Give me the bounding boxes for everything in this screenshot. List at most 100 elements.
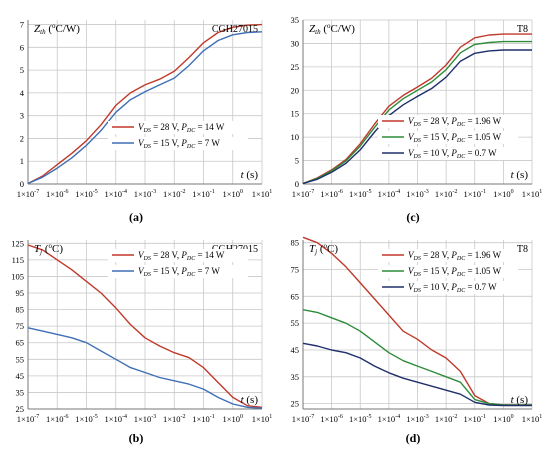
x-tick-label: 1×101	[522, 189, 543, 199]
chart-tag: CGH27015	[212, 24, 258, 35]
legend-entry: VDS = 15 V, PDC = 7 W	[138, 266, 220, 278]
x-tick-label: 1×10-5	[75, 414, 98, 424]
panel-caption: (a)	[129, 210, 143, 224]
x-tick-label: 1×100	[222, 414, 243, 424]
y-tick-label: 5	[20, 65, 24, 75]
series-line-2	[27, 327, 263, 409]
series-line-1	[302, 33, 532, 185]
chart-tag: T8	[517, 244, 528, 255]
x-tick-label: 1×10-2	[435, 189, 458, 199]
x-tick-label: 1×100	[493, 189, 514, 199]
y-tick-label: 2	[20, 133, 24, 143]
legend-bg	[378, 249, 518, 262]
y-tick-label: 35	[16, 387, 25, 397]
legend-entry: VDS = 28 V, PDC = 14 W	[138, 122, 225, 134]
series-line-3	[302, 49, 532, 185]
y-tick-label: 65	[291, 291, 300, 301]
series-line-2	[302, 309, 532, 406]
y-tick-label: 85	[16, 305, 25, 315]
y-tick-label: 25	[291, 399, 300, 409]
x-tick-label: 1×10-1	[463, 189, 486, 199]
x-tick-label: 1×10-6	[46, 414, 69, 424]
y-tick-label: 115	[12, 255, 24, 265]
legend-entry: VDS = 15 V, PDC = 7 W	[138, 138, 220, 150]
x-tick-label: 1×10-7	[292, 189, 315, 199]
y-tick-label: 65	[16, 338, 25, 348]
x-tick-label: 1×10-7	[292, 414, 315, 424]
x-tick-label: 1×10-7	[17, 414, 40, 424]
legend-bg	[378, 115, 518, 128]
y-tick-label: 20	[291, 85, 300, 95]
x-tick-label: 1×10-4	[104, 414, 127, 424]
legend-entry: VDS = 28 V, PDC = 14 W	[138, 250, 225, 262]
x-tick-label: 1×10-6	[46, 189, 69, 199]
x-tick-label: 1×101	[252, 189, 273, 199]
legend-bg	[108, 121, 248, 134]
legend-bg	[108, 137, 248, 150]
x-tick-label: 1×10-6	[320, 414, 343, 424]
chart-panel-1: 0 1 2 3 4 5 6 7 1×10-7 1×10-6 1×10-5 1×10-4 1×10-3 1×…	[17, 20, 273, 224]
x-tick-label: 1×10-5	[75, 189, 98, 199]
legend-bg	[378, 281, 518, 294]
y-tick-label: 6	[20, 42, 24, 52]
x-tick-label: 1×10-3	[134, 414, 157, 424]
legend-bg	[378, 131, 518, 144]
series-line-1	[27, 23, 263, 185]
legend-bg	[108, 265, 248, 278]
y-tick-label: 45	[16, 371, 25, 381]
legend: VDS = 28 V, PDC = 14 W VDS = 15 V, PDC = …	[108, 121, 248, 150]
x-tick-label: 1×10-1	[192, 414, 215, 424]
x-axis-label: t (s)	[511, 394, 529, 406]
y-tick-label: 75	[16, 321, 25, 331]
x-tick-label: 1×10-4	[378, 414, 401, 424]
legend-entry: VDS = 15 V, PDC = 1.05 W	[408, 266, 502, 278]
y-axis-label: Tj (oC)	[309, 242, 338, 256]
y-tick-label: 15	[291, 109, 300, 119]
x-axis-label: t (s)	[241, 394, 259, 406]
chart-panel-2: 0 5 10 15 20 25 30 35 1×10-7 1×10-6 1×10-5 1×10-4 1×…	[291, 15, 543, 224]
y-tick-label: 25	[16, 404, 25, 414]
x-tick-label: 1×101	[252, 414, 273, 424]
legend-bg	[378, 147, 518, 160]
y-tick-label: 5	[295, 156, 299, 166]
y-tick-label: 0	[295, 179, 299, 189]
x-tick-label: 1×10-2	[163, 189, 186, 199]
x-tick-label: 1×10-3	[406, 414, 429, 424]
x-tick-label: 1×101	[522, 414, 543, 424]
y-axis-label: Tj (oC)	[34, 242, 63, 256]
y-tick-label: 30	[291, 38, 300, 48]
panel-caption: (d)	[406, 431, 421, 445]
legend: VDS = 28 V, PDC = 1.96 W VDS = 15 V, PDC …	[378, 249, 518, 294]
legend-entry: VDS = 28 V, PDC = 1.96 W	[408, 250, 502, 262]
x-tick-label: 1×10-4	[104, 189, 127, 199]
series-line-2	[27, 31, 263, 185]
y-tick-label: 35	[291, 372, 300, 382]
y-tick-label: 85	[291, 238, 300, 248]
x-tick-label: 1×10-7	[17, 189, 40, 199]
legend-entry: VDS = 28 V, PDC = 1.96 W	[408, 116, 502, 128]
legend: VDS = 28 V, PDC = 1.96 W VDS = 15 V, PDC …	[378, 115, 518, 160]
y-tick-label: 105	[11, 271, 24, 281]
x-tick-label: 1×10-2	[435, 414, 458, 424]
x-tick-label: 1×100	[222, 189, 243, 199]
chart-panel-4: 25 35 45 55 65 75 85 1×10-7 1×10-6 1×10-5 1×10-4 1×…	[291, 236, 543, 445]
legend-entry: VDS = 10 V, PDC = 0.7 W	[408, 282, 497, 294]
series-line-1	[27, 244, 263, 408]
y-tick-label: 55	[291, 318, 300, 328]
x-tick-label: 1×10-4	[378, 189, 401, 199]
x-tick-label: 1×10-5	[349, 414, 372, 424]
panel-caption: (b)	[129, 431, 144, 445]
y-tick-label: 4	[20, 88, 25, 98]
legend-bg	[378, 265, 518, 278]
y-tick-label: 45	[291, 345, 300, 355]
y-tick-label: 3	[20, 111, 24, 121]
legend-bg	[108, 249, 248, 262]
y-tick-label: 0	[20, 179, 24, 189]
series-line-3	[302, 342, 532, 407]
y-axis-label: Zth (oC/W)	[309, 22, 355, 36]
y-tick-label: 35	[291, 15, 300, 25]
x-tick-label: 1×100	[493, 414, 514, 424]
chart-panel-3: 25 35 45 55 65 75 85 95 105 115 125 1×10-7 1×10-6 1×1…	[11, 238, 272, 445]
y-tick-label: 95	[16, 288, 25, 298]
